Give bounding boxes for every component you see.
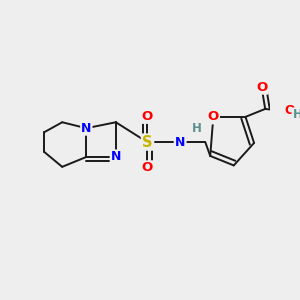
Text: N: N (175, 136, 185, 148)
Text: O: O (142, 161, 153, 174)
Text: H: H (292, 108, 300, 122)
Text: N: N (111, 150, 121, 164)
Text: S: S (142, 135, 152, 150)
Text: O: O (256, 81, 267, 94)
Text: O: O (142, 110, 153, 123)
Text: O: O (208, 110, 219, 123)
Text: N: N (81, 122, 92, 135)
Text: O: O (285, 104, 296, 117)
Text: H: H (191, 122, 201, 135)
